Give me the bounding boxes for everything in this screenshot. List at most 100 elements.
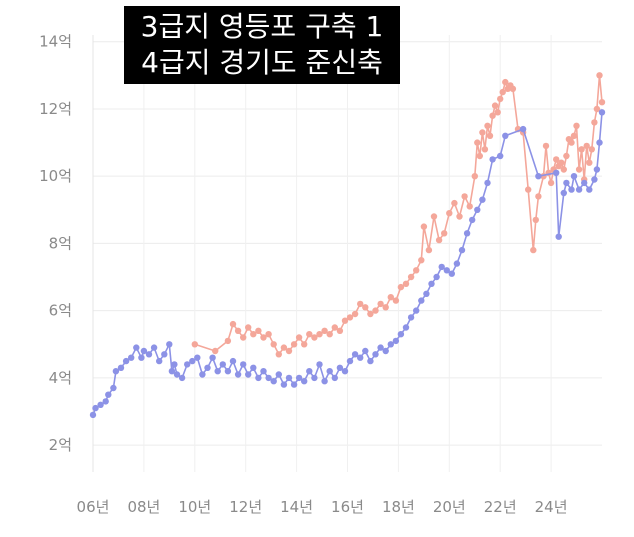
data-point	[270, 378, 277, 385]
data-point	[591, 176, 598, 183]
data-point	[280, 381, 288, 388]
data-point	[240, 361, 247, 368]
data-point	[479, 129, 486, 136]
data-point	[502, 132, 509, 139]
data-point	[166, 341, 173, 348]
data-point	[234, 327, 242, 334]
data-point	[168, 368, 176, 375]
series-2	[89, 109, 606, 419]
data-point	[558, 159, 565, 166]
data-point	[530, 246, 537, 254]
data-point	[593, 166, 601, 173]
data-point	[568, 139, 575, 146]
data-point	[219, 361, 226, 368]
data-point	[593, 105, 601, 113]
x-tick-label: 24년	[535, 498, 568, 516]
x-tick-label: 14년	[280, 498, 313, 516]
data-point	[255, 327, 262, 334]
data-point	[110, 384, 117, 392]
data-point	[351, 310, 359, 318]
chart-title-line-2: 4급지 경기도 준신축	[141, 46, 383, 79]
data-point	[413, 267, 420, 274]
data-point	[280, 344, 288, 351]
data-point	[547, 179, 555, 187]
data-point	[224, 337, 232, 345]
data-point	[260, 368, 267, 375]
data-point	[346, 357, 354, 365]
data-point	[560, 166, 567, 173]
data-point	[346, 314, 354, 321]
data-point	[275, 371, 282, 378]
data-point	[489, 156, 496, 163]
data-point	[423, 290, 430, 297]
series-line	[92, 112, 603, 416]
data-point	[570, 173, 578, 180]
x-tick-label: 22년	[484, 498, 517, 516]
data-point	[491, 102, 499, 109]
data-point	[295, 334, 303, 341]
data-point	[481, 146, 489, 153]
data-point	[245, 371, 252, 378]
data-point	[306, 331, 313, 338]
data-point	[275, 351, 282, 358]
x-tick-label: 08년	[127, 498, 160, 516]
data-point	[428, 280, 435, 287]
data-point	[598, 99, 606, 106]
data-point	[451, 199, 458, 207]
data-point	[265, 331, 272, 338]
data-point	[435, 236, 443, 244]
x-axis: 06년 08년 10년 12년 14년 16년 18년 20년 22년 24년	[77, 498, 568, 516]
data-point	[563, 152, 570, 160]
data-point	[499, 88, 506, 96]
data-point	[397, 283, 405, 291]
data-point	[402, 280, 410, 287]
data-point	[321, 327, 328, 334]
data-point	[420, 223, 428, 230]
data-point	[161, 351, 168, 358]
data-point	[204, 364, 211, 371]
data-point	[573, 122, 580, 129]
data-point	[397, 331, 405, 338]
data-point	[591, 119, 598, 126]
data-point	[367, 357, 374, 365]
data-point	[430, 213, 438, 220]
data-point	[479, 196, 486, 203]
data-point	[453, 260, 461, 267]
data-point	[596, 72, 603, 79]
data-point	[575, 186, 583, 193]
x-tick-label: 20년	[433, 498, 466, 516]
data-point	[321, 378, 328, 385]
data-point	[489, 112, 496, 119]
data-point	[290, 341, 298, 348]
data-point	[392, 297, 400, 304]
data-point	[367, 310, 374, 318]
data-point	[586, 159, 593, 166]
data-point	[560, 189, 567, 197]
data-point	[145, 351, 153, 358]
data-point	[387, 294, 394, 301]
data-point	[441, 230, 448, 237]
data-point	[413, 307, 420, 314]
data-point	[178, 374, 186, 382]
data-point	[555, 233, 562, 240]
data-point	[97, 401, 104, 408]
data-point	[199, 371, 206, 378]
data-point	[486, 132, 494, 139]
data-point	[377, 344, 384, 351]
data-point	[212, 347, 219, 355]
x-tick-label: 16년	[331, 498, 364, 516]
data-point	[525, 186, 532, 193]
data-point	[497, 152, 504, 160]
y-tick-label: 6억	[49, 302, 72, 320]
data-point	[112, 368, 120, 375]
y-tick-label: 4억	[49, 369, 72, 387]
data-point	[598, 109, 606, 116]
chart-title-line-1: 3급지 영등포 구축 1	[140, 10, 384, 43]
data-point	[448, 270, 455, 277]
data-point	[581, 179, 588, 187]
data-point	[357, 300, 364, 308]
data-point	[265, 374, 272, 382]
data-point	[588, 146, 595, 153]
data-point	[578, 146, 585, 153]
